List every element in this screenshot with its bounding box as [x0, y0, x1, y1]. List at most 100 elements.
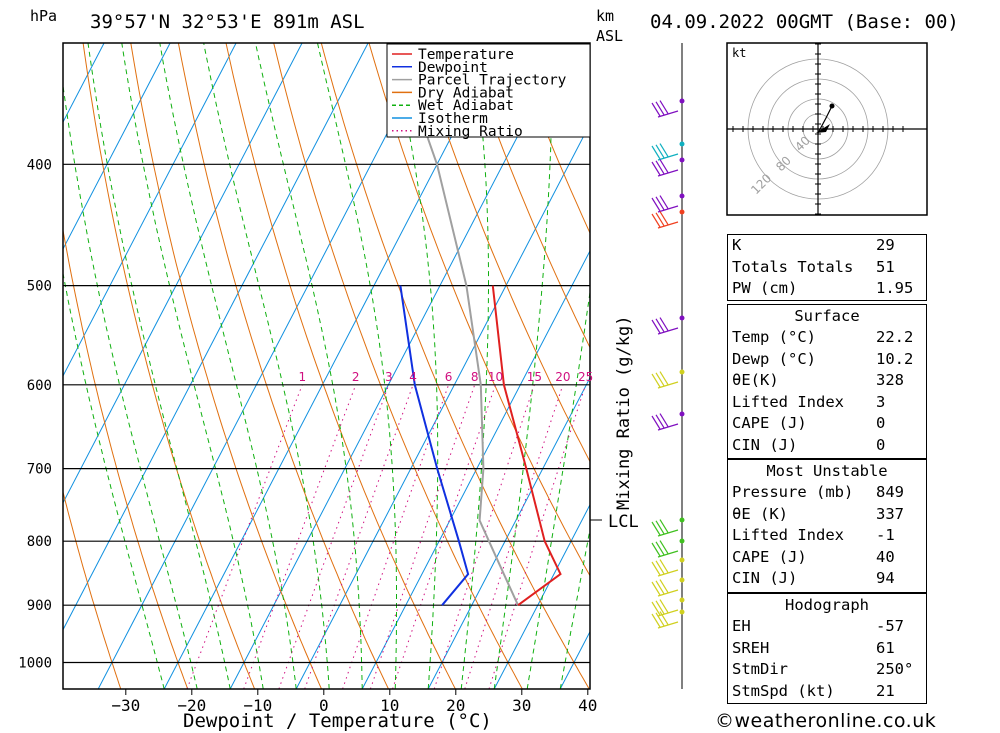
mixing-ratio-axis-label: Mixing Ratio (g/kg): [614, 316, 634, 510]
surface-table: Temp (°C) 22.2 Dewp (°C) 10.2 θE(K) 328 Lif…: [728, 327, 926, 456]
legend-label: Mixing Ratio: [418, 124, 523, 140]
dry-adiabat-line: [273, 43, 523, 689]
wind-barb-flag: [655, 212, 665, 227]
temperature-line: [491, 285, 562, 607]
wind-barb-flag: [655, 580, 665, 595]
wind-barb: [657, 169, 679, 177]
parcel-trajectory-line: [393, 43, 519, 606]
index-label: StmSpd (kt): [732, 681, 835, 700]
most-unstable-title: Most Unstable: [766, 462, 888, 480]
index-label: CAPE (J): [732, 414, 807, 432]
wind-level-dot: [679, 98, 685, 104]
index-row-k: K 29: [728, 235, 926, 257]
wind-barb: [657, 569, 679, 577]
index-label: EH: [732, 617, 751, 635]
wind-barb-flag: [655, 318, 665, 333]
table-row: Lifted Index 3: [728, 392, 926, 414]
wind-level-dot: [679, 517, 685, 523]
index-value: 29: [876, 236, 895, 254]
pressure-tick-label: 800: [27, 534, 52, 550]
index-value: 328: [876, 371, 904, 389]
isotherm-line: [63, 43, 105, 124]
index-label: K: [732, 236, 742, 254]
wind-barb-flag: [651, 415, 661, 430]
dry-adiabat-line: [0, 43, 54, 689]
index-value: -57: [876, 617, 904, 635]
x-axis-label: Dewpoint / Temperature (°C): [183, 710, 492, 732]
pressure-tick-label: 700: [27, 462, 52, 478]
mixing-ratio-label: 15: [527, 370, 542, 384]
index-value: 51: [876, 257, 895, 276]
most-unstable-table: Pressure (mb) 849 θE (K) 337 Lifted Index -…: [728, 482, 926, 590]
index-label: Temp (°C): [732, 328, 816, 346]
dry-adiabat-line: [63, 227, 189, 689]
legend-label: Isotherm: [418, 111, 488, 127]
wind-barb-flag: [651, 373, 661, 388]
basic-indices-box: K 29 Totals Totals 51 PW (cm) 1.95: [727, 234, 927, 301]
mixing-ratio-label: 4: [409, 370, 417, 384]
wind-barb: [657, 205, 679, 213]
wind-level-dot: [679, 597, 685, 603]
wind-level-dot: [679, 609, 685, 615]
table-row: CAPE (J) 40: [728, 547, 926, 569]
wind-barb-flag: [651, 542, 661, 557]
index-value: 0: [876, 414, 886, 432]
x-tick-label: −30: [111, 696, 140, 715]
x-tick-label: −20: [177, 696, 206, 715]
pressure-tick-label: 400: [27, 157, 52, 173]
plot-frame: [62, 42, 591, 690]
dry-adiabat-line: [511, 43, 590, 235]
height-unit-bottom: ASL: [596, 27, 623, 45]
isotherm-line: [361, 249, 590, 689]
wind-barb: [657, 550, 679, 558]
wet-adiabat-line: [255, 43, 363, 689]
wind-barb-flag: [659, 195, 669, 209]
table-row: StmDir 250°: [728, 659, 926, 681]
index-label: StmDir: [732, 660, 788, 678]
index-value: 849: [876, 483, 904, 501]
wet-adiabat-line: [390, 43, 439, 689]
x-tick-label: 10: [380, 696, 399, 715]
wind-barb-flag: [655, 101, 665, 116]
wind-barb-flag: [659, 559, 669, 573]
wind-level-dot: [679, 577, 685, 583]
copyright-footer[interactable]: ©weatheronline.co.uk: [715, 710, 937, 732]
wind-level-dot: [679, 141, 685, 147]
wind-barb-flag: [655, 560, 665, 575]
mixing-ratio-line: [464, 384, 564, 689]
legend-label: Wet Adiabat: [418, 98, 514, 114]
wind-barb-flag: [659, 540, 669, 554]
hodograph-trace: [817, 105, 833, 134]
index-label: θE (K): [732, 504, 788, 523]
pressure-tick-label: 600: [27, 378, 52, 394]
wind-barb-flag: [651, 561, 661, 576]
axes: 400 500 600 700 800 900 1000 −30 −20 −10 0 10 20 30 40: [18, 157, 597, 715]
storm-motion-arrow: [816, 124, 830, 133]
index-label: Dewp (°C): [732, 349, 816, 368]
table-row: Lifted Index -1: [728, 525, 926, 547]
index-label: PW (cm): [732, 279, 798, 297]
x-tick-label: −10: [243, 696, 272, 715]
wind-barb-flag: [655, 414, 665, 429]
dry-adiabat-line: [941, 43, 1000, 689]
index-label: SREH: [732, 638, 770, 657]
wet-adiabat-line: [203, 43, 330, 689]
table-row: θE (K) 337: [728, 504, 926, 526]
legend-box: [386, 43, 591, 138]
wind-barb-flag: [651, 145, 661, 160]
isotherm-line: [0, 43, 38, 689]
wind-barb-flag: [659, 519, 669, 533]
index-label: Totals Totals: [732, 257, 854, 276]
dry-adiabat-line: [416, 43, 590, 463]
isotherm-line: [63, 43, 369, 631]
hodograph-unit-label: kt: [732, 46, 746, 60]
mixing-ratio-line: [342, 384, 450, 689]
wind-barb-flag: [655, 144, 665, 159]
basic-indices-table: K 29 Totals Totals 51 PW (cm) 1.95: [728, 235, 926, 300]
index-value: 40: [876, 547, 895, 566]
legend-label: Temperature: [418, 47, 514, 63]
index-label: Lifted Index: [732, 392, 844, 411]
dry-adiabat-line: [225, 43, 456, 689]
wet-adiabat-line: [121, 43, 264, 689]
